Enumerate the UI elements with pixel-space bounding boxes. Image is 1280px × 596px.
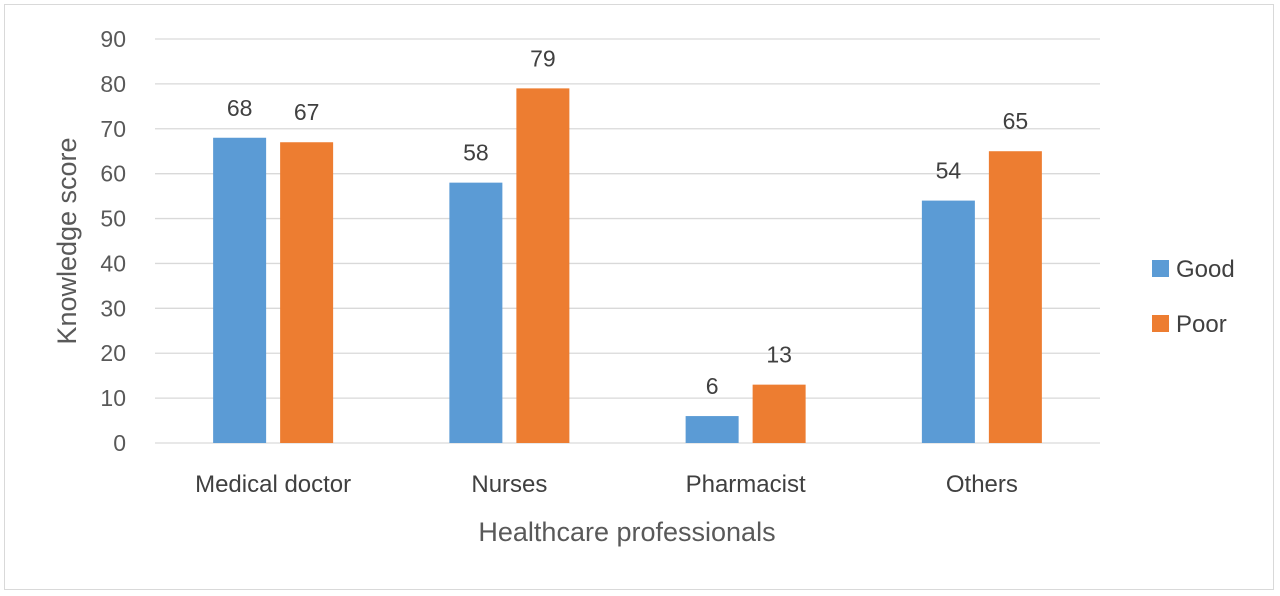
bar-good <box>213 137 267 443</box>
x-tick-label: Nurses <box>471 471 547 498</box>
data-label: 6 <box>706 373 719 399</box>
y-tick-label: 0 <box>113 430 126 456</box>
y-tick-label: 20 <box>100 340 126 366</box>
y-tick-label: 80 <box>100 71 126 97</box>
bar-good <box>449 182 503 443</box>
data-label: 65 <box>1003 108 1029 134</box>
y-tick-label: 90 <box>100 26 126 52</box>
legend: Good Poor <box>1152 256 1235 338</box>
bar-poor <box>988 151 1042 443</box>
y-tick-label: 70 <box>100 116 126 142</box>
x-axis-categories: Medical doctor Nurses Pharmacist Others <box>195 471 1018 498</box>
legend-swatch-poor <box>1152 315 1169 332</box>
legend-label-poor: Poor <box>1176 311 1227 338</box>
y-tick-label: 30 <box>100 295 126 321</box>
y-tick-label: 10 <box>100 385 126 411</box>
data-label: 79 <box>530 45 556 71</box>
data-label: 67 <box>294 99 320 125</box>
data-labels: 68 67 58 79 6 13 54 65 <box>227 45 1028 399</box>
x-axis-title: Healthcare professionals <box>478 517 775 547</box>
bar-poor <box>752 384 806 443</box>
y-axis-title: Knowledge score <box>52 137 82 344</box>
data-label: 54 <box>936 158 962 184</box>
y-tick-label: 40 <box>100 250 126 276</box>
bar-good <box>921 200 975 443</box>
bar-poor <box>516 88 570 443</box>
data-label: 68 <box>227 95 253 121</box>
x-tick-label: Medical doctor <box>195 471 351 498</box>
bar-poor <box>280 142 334 443</box>
x-tick-label: Pharmacist <box>686 471 806 498</box>
data-label: 13 <box>766 342 792 368</box>
data-label: 58 <box>463 140 489 166</box>
y-axis-ticks: 0 10 20 30 40 50 60 70 80 90 <box>100 26 126 456</box>
legend-swatch-good <box>1152 260 1169 277</box>
legend-label-good: Good <box>1176 256 1235 283</box>
bars <box>213 88 1042 443</box>
x-tick-label: Others <box>946 471 1018 498</box>
bar-good <box>685 416 739 443</box>
y-tick-label: 50 <box>100 206 126 232</box>
y-tick-label: 60 <box>100 161 126 187</box>
